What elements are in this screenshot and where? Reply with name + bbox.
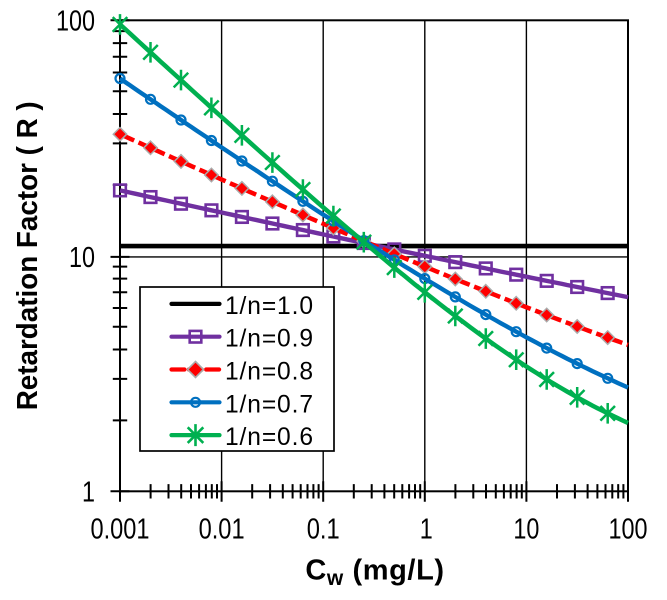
svg-text:100: 100 (609, 514, 648, 546)
svg-text:1/n=0.8: 1/n=0.8 (225, 359, 313, 386)
svg-text:0.01: 0.01 (199, 514, 245, 546)
svg-text:0.001: 0.001 (91, 514, 150, 546)
svg-text:1/n=0.7: 1/n=0.7 (225, 391, 313, 418)
svg-text:10: 10 (513, 514, 539, 546)
svg-text:1: 1 (82, 477, 95, 509)
svg-text:1: 1 (420, 514, 433, 546)
svg-text:10: 10 (69, 242, 95, 274)
svg-text:100: 100 (56, 6, 95, 38)
svg-text:Cw (mg/L): Cw (mg/L) (305, 555, 444, 591)
svg-text:Retardation Factor ( R ): Retardation Factor ( R ) (12, 101, 44, 410)
svg-text:1/n=0.9: 1/n=0.9 (225, 326, 313, 353)
svg-text:0.1: 0.1 (307, 514, 340, 546)
svg-text:1/n=0.6: 1/n=0.6 (225, 424, 313, 451)
svg-text:1/n=1.0: 1/n=1.0 (225, 293, 313, 320)
